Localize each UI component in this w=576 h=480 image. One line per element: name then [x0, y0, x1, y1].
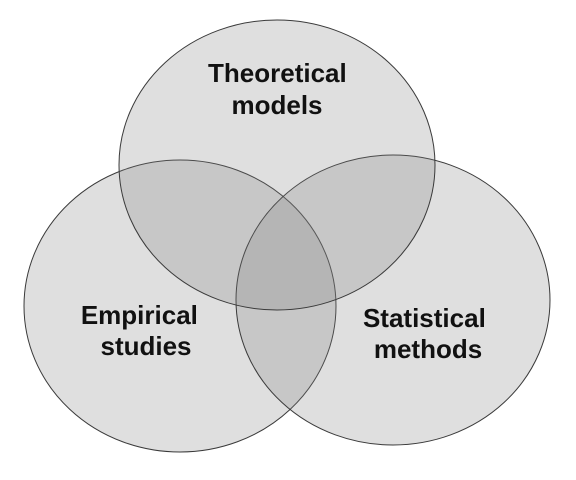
set-labels: Theoretical models Empirical studies Sta… — [81, 58, 493, 364]
set-circles — [23, 19, 551, 453]
label-empirical-studies: Empirical studies — [81, 300, 205, 361]
label-empirical-line-1: Empirical — [81, 300, 198, 330]
circle-statistical-methods — [235, 154, 551, 446]
label-theoretical-models: Theoretical models — [208, 58, 354, 120]
label-theoretical-line-2: models — [231, 90, 322, 120]
label-empirical-line-2: studies — [100, 331, 191, 361]
label-statistical-line-1: Statistical — [363, 303, 486, 333]
circle-theoretical-models — [118, 19, 436, 311]
circle-empirical-studies — [23, 159, 337, 453]
label-statistical-methods: Statistical methods — [363, 303, 493, 364]
label-statistical-line-2: methods — [374, 334, 482, 364]
label-theoretical-line-1: Theoretical — [208, 58, 347, 88]
